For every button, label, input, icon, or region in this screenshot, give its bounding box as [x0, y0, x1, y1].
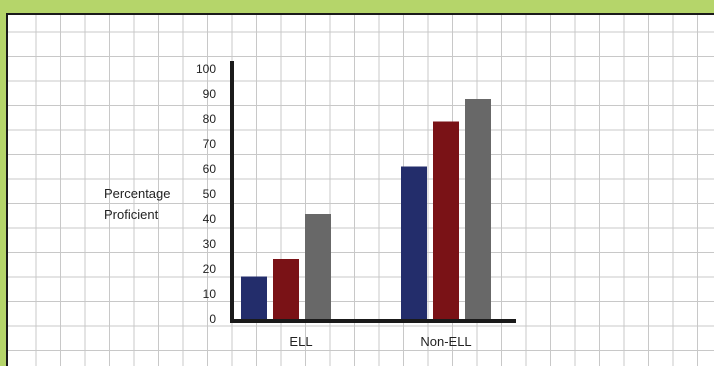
y-tick-label: 90	[203, 87, 217, 101]
y-tick-label: 100	[196, 62, 216, 76]
bar-non-ell-series-2	[433, 121, 459, 319]
chart-panel: Percentage Proficient 0 10 20 30 40 50 60 70 80 9…	[6, 13, 714, 366]
bar-chart: Percentage Proficient 0 10 20 30 40 50 60 70 80 9…	[8, 15, 714, 366]
y-axis-label-line-1: Percentage	[104, 186, 171, 201]
y-axis-line	[230, 61, 234, 321]
y-tick-label: 40	[203, 212, 217, 226]
y-tick-label: 30	[203, 237, 217, 251]
y-tick-label: 0	[209, 312, 216, 326]
y-tick-label: 50	[203, 187, 217, 201]
bar-ell-series-3	[305, 214, 331, 319]
y-tick-label: 70	[203, 137, 217, 151]
y-axis-label-line-2: Proficient	[104, 207, 159, 222]
bar-ell-series-1	[241, 276, 267, 319]
bar-non-ell-series-3	[465, 99, 491, 319]
category-label-non-ell: Non-ELL	[420, 334, 471, 349]
y-axis-ticks: 0 10 20 30 40 50 60 70 80 90 100	[196, 62, 216, 326]
axes	[230, 61, 516, 323]
y-tick-label: 80	[203, 112, 217, 126]
y-axis-label: Percentage Proficient	[104, 186, 171, 222]
bars	[241, 99, 491, 319]
grid	[8, 15, 714, 366]
y-tick-label: 10	[203, 287, 217, 301]
y-tick-label: 60	[203, 162, 217, 176]
x-axis-categories: ELL Non-ELL	[289, 334, 471, 349]
bar-ell-series-2	[273, 259, 299, 319]
bar-non-ell-series-1	[401, 166, 427, 319]
y-tick-label: 20	[203, 262, 217, 276]
category-label-ell: ELL	[289, 334, 312, 349]
x-axis-line	[230, 319, 516, 323]
